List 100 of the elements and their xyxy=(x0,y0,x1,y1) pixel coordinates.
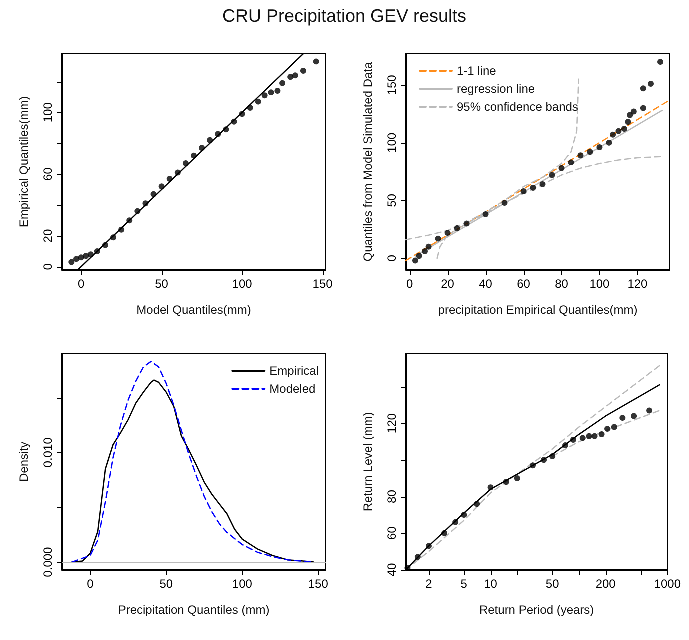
point xyxy=(648,81,654,88)
point xyxy=(540,182,546,188)
x-tick-label: 100 xyxy=(590,277,610,291)
x-tick-label: 10 xyxy=(484,577,498,591)
point xyxy=(134,208,141,214)
x-tick-label: 80 xyxy=(555,277,569,291)
point xyxy=(482,212,489,218)
y-tick-label: 0 xyxy=(385,254,399,262)
x-tick-label: 200 xyxy=(596,577,616,591)
y-axis-title: Quantiles from Model Simulated Data xyxy=(361,62,375,262)
point xyxy=(658,59,664,66)
y-axis-title: Return Level (mm) xyxy=(361,412,375,512)
x-tick-label: 2 xyxy=(426,577,433,591)
point xyxy=(558,165,565,172)
point xyxy=(182,160,189,167)
legend-label: 95% confidence bands xyxy=(457,100,578,114)
point xyxy=(426,244,432,250)
point xyxy=(435,236,442,242)
x-tick-label: 150 xyxy=(312,277,334,291)
x-axis-title: precipitation Empirical Quantiles(mm) xyxy=(438,303,638,317)
y-tick-label: 0 xyxy=(41,263,55,270)
point xyxy=(199,145,206,152)
point xyxy=(207,137,214,144)
y-tick-label: 0.010 xyxy=(41,437,55,468)
y-tick-label: 100 xyxy=(41,102,55,123)
point xyxy=(88,252,94,258)
point xyxy=(530,184,536,191)
point xyxy=(616,128,622,134)
point xyxy=(73,256,80,262)
point xyxy=(126,218,133,224)
y-tick-label: 50 xyxy=(385,194,399,208)
point xyxy=(68,259,75,266)
point xyxy=(288,74,294,80)
point xyxy=(549,172,556,178)
point xyxy=(596,144,603,151)
x-tick-label: 5 xyxy=(460,577,468,591)
point xyxy=(191,152,197,159)
x-tick-label: 120 xyxy=(628,277,648,291)
point xyxy=(174,170,181,176)
point xyxy=(520,188,527,194)
x-tick-label: 100 xyxy=(232,577,253,591)
point xyxy=(606,140,612,146)
x-tick-label: 0 xyxy=(87,577,94,591)
legend-label: 1-1 line xyxy=(457,64,497,78)
point xyxy=(416,253,422,260)
legend-label: regression line xyxy=(457,82,536,96)
x-axis-title: Return Period (years) xyxy=(479,603,594,617)
y-tick-label: 120 xyxy=(385,413,399,434)
point xyxy=(292,72,298,79)
x-tick-label: 1000 xyxy=(654,577,682,591)
point xyxy=(142,200,149,207)
y-tick-label: 60 xyxy=(385,526,399,540)
point xyxy=(239,111,246,118)
x-tick-label: 0 xyxy=(406,277,414,291)
point xyxy=(280,80,286,86)
point xyxy=(102,242,108,248)
point xyxy=(313,58,320,65)
point xyxy=(630,108,637,115)
point xyxy=(640,86,646,92)
y-tick-label: 100 xyxy=(385,132,399,153)
y-tick-label: 40 xyxy=(385,563,399,577)
x-tick-label: 60 xyxy=(517,277,531,291)
y-tick-label: 20 xyxy=(41,229,55,243)
legend-label: Empirical xyxy=(270,364,319,378)
point xyxy=(268,90,274,96)
point xyxy=(625,119,632,126)
point xyxy=(110,234,117,241)
point xyxy=(166,176,173,182)
x-tick-label: 50 xyxy=(160,577,174,591)
point xyxy=(255,98,262,105)
x-tick-label: 50 xyxy=(155,277,169,291)
point xyxy=(640,105,646,112)
y-tick-label: 0.000 xyxy=(41,546,55,578)
x-tick-label: 20 xyxy=(441,277,455,291)
point xyxy=(568,160,574,166)
point xyxy=(215,131,222,138)
point xyxy=(587,149,594,156)
point xyxy=(627,112,634,118)
point xyxy=(444,230,451,236)
point xyxy=(231,118,238,125)
point xyxy=(262,92,268,99)
point xyxy=(454,225,460,232)
chart-title: CRU Precipitation GEV results xyxy=(221,6,468,27)
point xyxy=(300,68,306,74)
point xyxy=(158,184,165,190)
y-tick-label: 80 xyxy=(385,490,399,504)
y-tick-label: 60 xyxy=(41,167,55,182)
point xyxy=(83,253,90,260)
point xyxy=(274,88,281,94)
x-axis-title: Model Quantiles(mm) xyxy=(136,303,252,317)
point xyxy=(578,152,584,159)
x-tick-label: 0 xyxy=(78,277,85,291)
y-axis-title: Density xyxy=(17,442,31,482)
point xyxy=(247,105,254,111)
point xyxy=(223,126,230,133)
x-tick-label: 100 xyxy=(232,277,253,291)
point xyxy=(422,248,428,255)
x-axis-title: Precipitation Quantiles (mm) xyxy=(118,603,270,617)
point xyxy=(118,226,125,233)
point xyxy=(464,220,470,227)
